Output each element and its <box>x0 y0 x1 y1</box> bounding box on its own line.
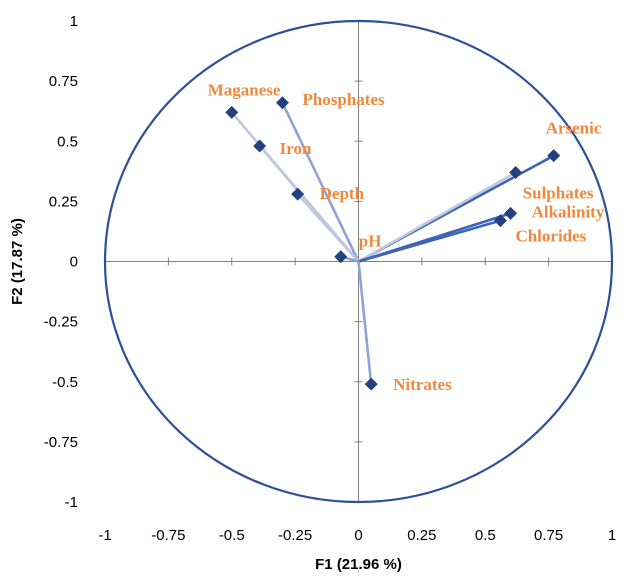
vector-phosphates <box>281 101 360 263</box>
vector-depth <box>296 192 360 263</box>
x-tick-labels: -1 -0.75 -0.5 -0.25 0 0.25 0.5 0.75 1 <box>98 527 616 544</box>
vector-chlorides <box>357 219 502 263</box>
x-tick-label: 0 <box>354 527 362 544</box>
y-tick-label: 0 <box>70 254 78 271</box>
marker-arsenic <box>547 149 561 163</box>
marker-ph <box>334 250 348 264</box>
y-tick-label: -0.5 <box>52 374 78 391</box>
x-tick-label: 0.75 <box>534 527 563 544</box>
y-axis-title: F2 (17.87 %) <box>9 218 26 305</box>
x-tick-label: -0.5 <box>219 527 245 544</box>
marker-phosphates <box>275 96 289 110</box>
label-nitrates: Nitrates <box>393 375 452 394</box>
marker-iron <box>253 139 267 153</box>
x-tick-label: 0.25 <box>407 527 436 544</box>
unit-circle <box>103 19 614 504</box>
y-tick-label: -1 <box>65 494 78 511</box>
marker-nitrates <box>364 377 378 391</box>
y-tick-labels: -1 -0.75 -0.5 -0.25 0 0.25 0.5 0.75 1 <box>44 13 78 511</box>
y-tick-label: -0.25 <box>44 314 78 331</box>
label-iron: Iron <box>280 139 312 158</box>
y-tick-label: 0.5 <box>57 133 78 150</box>
x-tick-label: 0.5 <box>475 527 496 544</box>
label-chlorides: Chlorides <box>515 227 586 246</box>
x-tick-label: -0.75 <box>151 527 185 544</box>
y-tick-label: -0.75 <box>44 434 78 451</box>
label-maganese: Maganese <box>208 80 281 99</box>
x-tick-label: -1 <box>98 527 111 544</box>
y-tick-label: 0.75 <box>49 73 78 90</box>
variable-labels: Maganese Phosphates Iron Depth pH Arsenic Sulp… <box>208 80 605 394</box>
x-tick-label: -0.25 <box>278 527 312 544</box>
y-tick-label: 0.25 <box>49 193 78 210</box>
label-sulphates: Sulphates <box>523 184 594 203</box>
variable-vectors <box>230 101 555 386</box>
y-tick-label: 1 <box>70 13 78 30</box>
label-alkalinity: Alkalinity <box>532 202 605 221</box>
x-tick-label: 1 <box>608 527 616 544</box>
label-depth: Depth <box>320 184 365 203</box>
label-phosphates: Phosphates <box>302 90 385 109</box>
variable-markers <box>225 96 561 391</box>
marker-alkalinity <box>504 206 518 220</box>
marker-maganese <box>225 105 239 119</box>
label-arsenic: Arsenic <box>546 119 602 138</box>
vector-nitrates <box>357 260 373 386</box>
marker-sulphates <box>509 166 523 180</box>
marker-chlorides <box>493 214 507 228</box>
x-axis-title: F1 (21.96 %) <box>315 556 402 573</box>
vector-sulphates <box>357 171 517 263</box>
label-ph: pH <box>359 232 382 251</box>
marker-depth <box>291 187 305 201</box>
